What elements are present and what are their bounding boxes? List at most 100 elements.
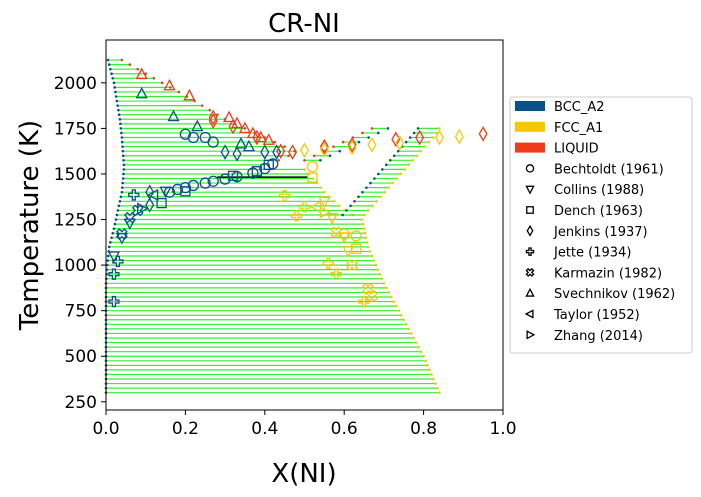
phase-boundary-point — [367, 209, 370, 212]
data-point — [137, 202, 149, 215]
phase-boundary-point — [337, 204, 341, 208]
data-point — [238, 121, 252, 134]
legend-marker-circle-icon — [525, 164, 535, 173]
phase-boundary-point — [136, 67, 140, 71]
legend-label: Karmazin (1982) — [554, 266, 662, 281]
phase-boundary-point — [114, 218, 118, 221]
data-point — [434, 129, 444, 146]
phase-boundary-point — [372, 259, 376, 262]
data-point — [108, 295, 120, 308]
phase-boundary-point — [387, 186, 390, 189]
y-tick-label: 1750 — [54, 119, 97, 139]
data-point — [342, 245, 355, 258]
data-point — [391, 131, 401, 148]
phase-boundary-point — [381, 168, 384, 171]
phase-boundary-point — [109, 67, 112, 71]
phase-boundary-point — [397, 309, 401, 312]
phase-boundary-point — [312, 154, 316, 158]
data-point — [263, 159, 274, 171]
phase-boundary-point — [119, 127, 123, 130]
phase-boundary-point — [374, 263, 378, 267]
legend-marker-square-icon — [526, 206, 534, 214]
phase-boundary-point — [369, 181, 372, 185]
phase-boundary-point — [415, 154, 419, 158]
phase-boundary-point — [119, 122, 122, 126]
data-point — [330, 226, 343, 239]
data-point — [319, 138, 329, 155]
phase-boundary-point — [370, 254, 374, 258]
phase-boundary-point — [380, 277, 384, 281]
phase-boundary-point — [430, 373, 433, 376]
legend-swatch-liquid — [515, 142, 545, 153]
phase-boundary-point — [360, 218, 364, 221]
phase-boundary-point — [362, 227, 366, 230]
phase-boundary-point — [363, 213, 366, 217]
phase-boundary-point — [391, 181, 395, 185]
data-point — [187, 131, 199, 144]
data-point — [112, 255, 124, 268]
phase-boundary-point — [122, 172, 125, 176]
phase-boundary-point — [390, 295, 393, 299]
phase-boundary-point — [377, 131, 380, 135]
data-point — [135, 86, 148, 99]
data-point — [180, 186, 191, 197]
phase-boundary-point — [396, 149, 400, 153]
phase-boundary-point — [364, 236, 368, 240]
phase-boundary-point — [208, 108, 212, 112]
data-point — [254, 130, 267, 143]
y-axis-label: Temperature (K) — [15, 120, 45, 331]
data-point — [207, 136, 219, 148]
data-point — [128, 189, 140, 201]
phase-boundary-point — [392, 154, 396, 158]
phase-boundary-point — [392, 300, 396, 303]
phase-boundary-point — [160, 81, 164, 85]
phase-boundary-point — [120, 140, 124, 144]
phase-boundary-point — [404, 140, 408, 144]
phase-boundary-point — [122, 163, 126, 167]
phase-boundary-point — [116, 209, 120, 212]
phase-boundary-point — [115, 213, 119, 217]
x-axis-label: X(NI) — [271, 459, 336, 489]
phase-boundary-point — [438, 127, 441, 130]
phase-boundary-point — [332, 145, 335, 148]
x-tick-label: 0.8 — [410, 419, 437, 439]
data-point — [326, 213, 339, 225]
data-point — [159, 186, 172, 199]
plot-frame — [105, 39, 504, 411]
data-point — [322, 257, 334, 269]
legend-marker-plus-icon — [525, 247, 535, 256]
legend-marker-triangle-right-icon — [526, 330, 536, 340]
phase-boundary-point — [341, 213, 344, 217]
phase-boundary-point — [365, 241, 369, 244]
phase-boundary-point — [121, 145, 124, 148]
x-tick-label: 0.0 — [92, 419, 119, 439]
data-point — [260, 144, 270, 160]
phase-boundary-point — [113, 86, 116, 89]
phase-boundary-point — [303, 158, 306, 162]
data-point — [366, 290, 378, 303]
phase-boundary-point — [367, 136, 370, 139]
phase-boundary-point — [107, 63, 111, 66]
phase-boundary-point — [375, 200, 378, 203]
phase-boundary-point — [407, 327, 411, 331]
phase-boundary-point — [370, 127, 374, 130]
phase-boundary-point — [424, 359, 427, 363]
phase-boundary-point — [422, 354, 425, 358]
phase-boundary-point — [120, 136, 124, 139]
data-point — [278, 190, 291, 202]
phase-boundary-point — [412, 131, 416, 135]
data-point — [288, 144, 298, 160]
phase-boundary-point — [273, 140, 277, 144]
legend-label: LIQUID — [554, 142, 599, 157]
legend-swatch-bcc_a2 — [515, 101, 545, 111]
phase-boundary-point — [412, 336, 415, 340]
phase-boundary-point — [111, 231, 115, 235]
data-point — [207, 175, 219, 187]
data-point — [228, 118, 238, 135]
legend-marker-diamond-icon — [526, 224, 534, 237]
phase-boundary-point — [432, 377, 435, 381]
data-point — [299, 142, 310, 159]
phase-boundary-point — [357, 140, 361, 144]
data-point — [222, 110, 236, 123]
